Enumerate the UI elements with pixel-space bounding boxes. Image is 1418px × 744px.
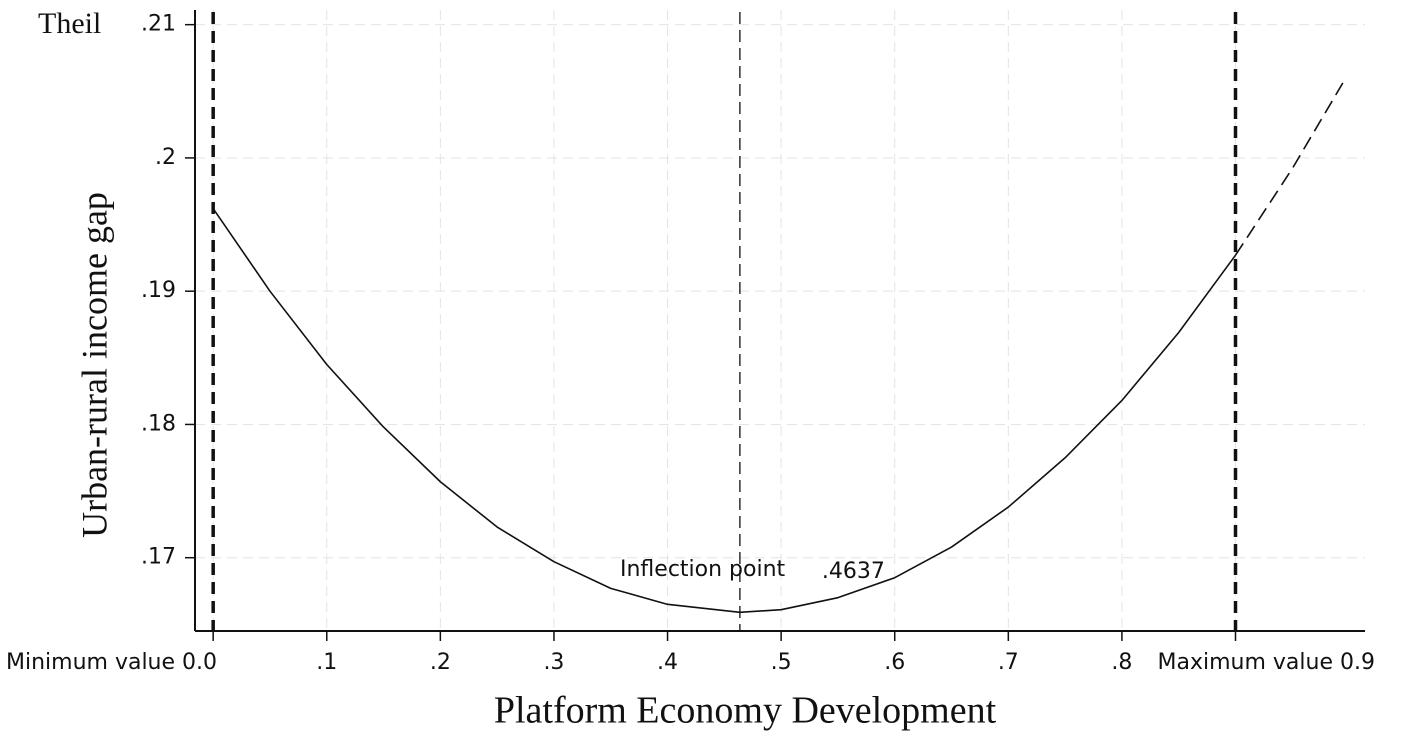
x-tick-label: Minimum value 0.0 (6, 650, 217, 675)
x-tick-label: .6 (884, 650, 905, 675)
y-axis-label: Urban-rural income gap (74, 192, 114, 538)
annotation: Inflection point (620, 557, 786, 582)
x-tick-label: .4 (657, 650, 678, 675)
y-tick-label: .2 (155, 145, 176, 170)
x-tick-label: .8 (1111, 650, 1132, 675)
x-tick-label: .3 (543, 650, 564, 675)
y-tick-label: .18 (141, 411, 176, 436)
y-tick-label: .17 (141, 545, 176, 570)
curve (1234, 81, 1345, 256)
y-unit-label: Theil (38, 7, 101, 40)
x-tick-label: .1 (316, 650, 337, 675)
curve (212, 208, 1237, 614)
x-tick-label: .7 (998, 650, 1019, 675)
x-tick-label: .5 (771, 650, 792, 675)
x-tick-label: .2 (430, 650, 451, 675)
x-axis-label: Platform Economy Development (494, 690, 997, 732)
reference-value-label: .4637 (822, 559, 885, 584)
y-tick-label: .19 (141, 278, 176, 303)
y-tick-label: .21 (141, 12, 176, 37)
x-tick-label: Maximum value 0.9 (1158, 650, 1375, 675)
